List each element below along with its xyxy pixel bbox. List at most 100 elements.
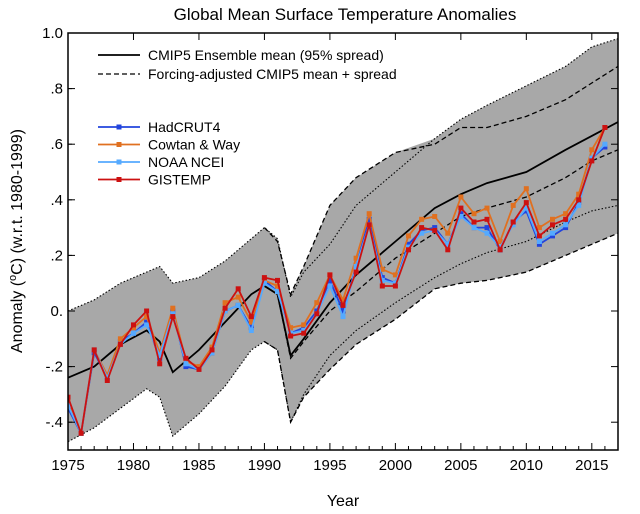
data-point-gistemp (432, 227, 438, 233)
data-point-noaa-ncei (523, 205, 529, 211)
data-point-noaa-ncei (353, 264, 359, 269)
model-lines (68, 38, 618, 443)
data-point-hadcrut4 (458, 211, 464, 217)
ensemble-upper-bound (68, 38, 618, 312)
plot-area (68, 38, 618, 443)
data-point-gistemp (353, 269, 359, 275)
legend-swatch-marker (116, 142, 122, 147)
data-point-cowtan-way (510, 202, 516, 208)
x-axis-title: Year (327, 493, 360, 510)
data-point-gistemp (458, 205, 464, 211)
data-point-noaa-ncei (183, 361, 189, 367)
data-point-noaa-ncei (209, 350, 215, 356)
data-point-gistemp (366, 222, 372, 228)
data-point-noaa-ncei (497, 244, 503, 250)
legend-label: HadCRUT4 (148, 119, 221, 135)
data-point-noaa-ncei (406, 244, 411, 250)
forcing-adjusted-upper-line (263, 65, 618, 297)
data-point-gistemp (78, 430, 84, 436)
data-point-noaa-ncei (602, 141, 608, 147)
series-gistemp (68, 125, 608, 436)
data-point-gistemp (379, 283, 385, 289)
data-point-hadcrut4 (340, 308, 346, 314)
x-tick-label: 2000 (379, 457, 412, 474)
data-point-hadcrut4 (406, 241, 411, 247)
data-point-hadcrut4 (157, 355, 163, 361)
legend-label: NOAA NCEI (148, 154, 224, 170)
legend-label: GISTEMP (148, 172, 211, 188)
data-point-noaa-ncei (68, 403, 71, 408)
x-tick-label: 1995 (313, 457, 346, 474)
data-point-gistemp (484, 216, 490, 222)
ensemble-mean-line (68, 121, 618, 379)
data-point-noaa-ncei (275, 289, 280, 294)
data-point-cowtan-way (484, 205, 490, 211)
series-line-gistemp (68, 127, 606, 435)
data-point-gistemp (170, 314, 176, 320)
y-axis-title: Anomaly (oC) (w.r.t. 1980-1999) (7, 129, 26, 353)
ensemble-spread-band (68, 38, 618, 442)
data-point-cowtan-way (497, 239, 503, 244)
data-point-gistemp (314, 311, 320, 317)
data-point-noaa-ncei (589, 155, 595, 161)
data-point-cowtan-way (432, 214, 438, 219)
x-tick-label: 1980 (117, 457, 150, 474)
data-point-cowtan-way (301, 322, 307, 328)
data-point-cowtan-way (235, 294, 241, 300)
data-point-noaa-ncei (563, 222, 569, 228)
data-point-cowtan-way (589, 147, 595, 153)
data-point-gistemp (550, 222, 555, 228)
legend-label: CMIP5 Ensemble mean (95% spread) (148, 47, 384, 63)
data-point-gistemp (497, 247, 503, 253)
data-point-gistemp (117, 341, 123, 347)
data-point-noaa-ncei (458, 214, 464, 219)
data-point-gistemp (536, 233, 542, 239)
data-point-noaa-ncei (484, 230, 490, 236)
data-point-hadcrut4 (523, 208, 529, 214)
data-point-cowtan-way (288, 325, 294, 331)
data-point-cowtan-way (471, 211, 477, 217)
data-point-noaa-ncei (340, 314, 346, 320)
data-point-cowtan-way (314, 300, 320, 306)
data-point-gistemp (157, 361, 163, 367)
legend-label: Forcing-adjusted CMIP5 mean + spread (148, 66, 397, 82)
data-point-cowtan-way (104, 372, 110, 378)
x-tick-label: 1975 (51, 457, 84, 474)
x-tick-label: 1990 (248, 457, 281, 474)
band-layer (68, 38, 618, 442)
data-point-gistemp (131, 322, 136, 328)
data-point-hadcrut4 (419, 227, 425, 233)
chart-title: Global Mean Surface Temperature Anomalie… (174, 5, 517, 24)
data-point-noaa-ncei (550, 230, 555, 236)
data-point-noaa-ncei (576, 202, 582, 208)
data-point-noaa-ncei (104, 375, 110, 381)
data-point-gistemp (275, 277, 280, 283)
forcing-adjusted-lower-line (264, 232, 618, 425)
data-point-gistemp (183, 355, 189, 361)
data-point-cowtan-way (340, 297, 346, 303)
x-tick-label: 1985 (182, 457, 215, 474)
data-point-noaa-ncei (248, 328, 254, 333)
data-point-cowtan-way (379, 266, 385, 272)
data-point-noaa-ncei (471, 225, 477, 231)
axes: 1975 1980 1985 1990 1995 2000 2005 2010 2015 1.0.… (42, 25, 618, 474)
data-point-cowtan-way (563, 211, 569, 217)
data-point-cowtan-way (144, 314, 150, 320)
data-point-cowtan-way (419, 216, 425, 222)
data-point-hadcrut4 (550, 233, 555, 239)
data-point-gistemp (68, 394, 71, 400)
data-point-gistemp (406, 247, 411, 253)
data-point-gistemp (445, 247, 451, 253)
y-tick-label: .4 (50, 192, 63, 209)
data-point-noaa-ncei (445, 241, 451, 247)
data-point-gistemp (301, 330, 307, 336)
data-point-gistemp (523, 200, 529, 206)
data-point-cowtan-way (196, 364, 202, 370)
data-point-hadcrut4 (327, 277, 333, 283)
data-point-gistemp (104, 378, 110, 383)
legend-swatch-marker (116, 177, 122, 182)
y-tick-label: .8 (50, 81, 63, 98)
data-point-gistemp (602, 125, 608, 130)
y-tick-label: .2 (50, 247, 63, 264)
